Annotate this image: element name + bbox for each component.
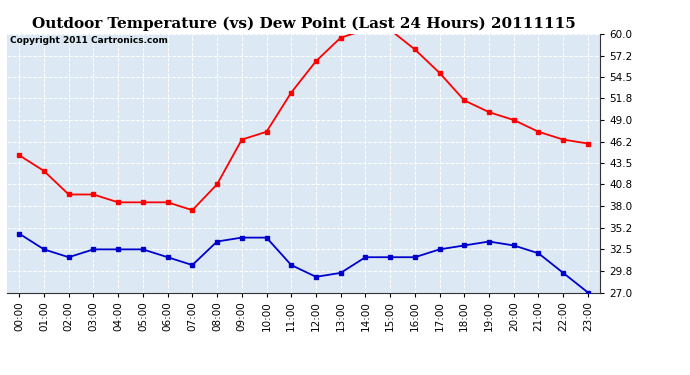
Title: Outdoor Temperature (vs) Dew Point (Last 24 Hours) 20111115: Outdoor Temperature (vs) Dew Point (Last… [32, 17, 575, 31]
Text: Copyright 2011 Cartronics.com: Copyright 2011 Cartronics.com [10, 36, 168, 45]
